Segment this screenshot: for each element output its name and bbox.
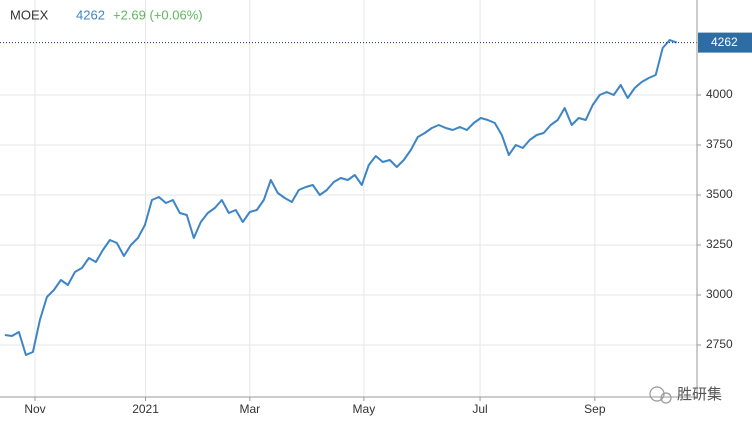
x-tick-label: May xyxy=(353,402,376,416)
icon xyxy=(649,386,665,402)
price-line xyxy=(4,39,678,356)
y-tick-label: 3250 xyxy=(706,237,733,251)
grid xyxy=(0,0,697,397)
x-tick-label: Nov xyxy=(24,402,45,416)
last-price: 4262 xyxy=(76,7,105,22)
last-price-badge xyxy=(698,32,752,53)
y-tick-label: 2750 xyxy=(706,337,733,351)
icon xyxy=(660,392,672,404)
x-tick-label: Jul xyxy=(472,402,487,416)
x-tick-label: Sep xyxy=(584,402,606,416)
plot xyxy=(0,39,697,356)
symbol: MOEX xyxy=(10,7,49,22)
change: +2.69 (+0.06%) xyxy=(113,7,203,22)
y-tick-label: 4000 xyxy=(706,87,733,101)
x-tick-label: 2021 xyxy=(132,402,159,416)
watermark-icon xyxy=(649,386,672,404)
watermark: 胜研集 xyxy=(677,386,722,403)
y-tick-label: 3000 xyxy=(706,287,733,301)
y-tick-label: 3500 xyxy=(706,187,733,201)
last-price-label: 4262 xyxy=(711,35,738,49)
axes: 2750 3000 3250 3500 3750 4000 Nov 2021 Mar May Jul… xyxy=(0,0,752,416)
x-tick-label: Mar xyxy=(239,402,260,416)
y-tick-label: 3750 xyxy=(706,137,733,151)
